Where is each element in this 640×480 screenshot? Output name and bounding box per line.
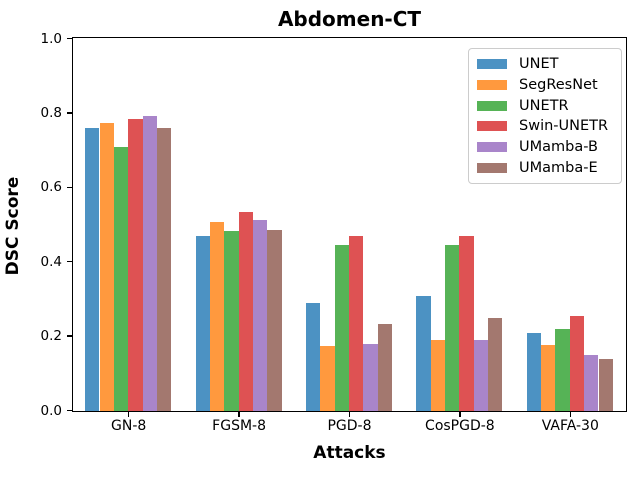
- bar-SegResNet-FGSM-8: [209, 222, 225, 411]
- bar-UNETR-CosPGD-8: [445, 245, 460, 411]
- bar-UMamba-B-GN-8: [142, 116, 157, 411]
- x-tick-label-CosPGD-8: CosPGD-8: [425, 418, 495, 434]
- bar-SegResNet-PGD-8: [320, 346, 335, 411]
- x-tick-mark: [238, 412, 240, 417]
- bar-UNET-CosPGD-8: [416, 296, 431, 411]
- y-axis-label: DSC Score: [3, 176, 23, 276]
- bar-SegResNet-GN-8: [99, 123, 114, 411]
- y-tick-mark: [67, 260, 72, 263]
- x-tick-label-PGD-8: PGD-8: [327, 418, 372, 434]
- legend-label: UNETR: [519, 97, 569, 114]
- x-tick-label-VAFA-30: VAFA-30: [541, 418, 599, 434]
- bar-UMamba-E-VAFA-30: [598, 358, 613, 411]
- legend-swatch-icon: [477, 121, 507, 132]
- y-tick-mark: [67, 112, 72, 114]
- bar-UNET-PGD-8: [305, 303, 321, 411]
- chart-title: Abdomen-CT: [277, 7, 422, 31]
- legend-swatch-icon: [477, 59, 507, 70]
- y-tick-mark: [67, 335, 72, 337]
- bar-Swin-UNETR-GN-8: [128, 118, 143, 411]
- legend-item-UMamba-E: UMamba-E: [477, 157, 613, 178]
- bar-UMamba-B-CosPGD-8: [473, 340, 489, 411]
- bar-UNETR-VAFA-30: [555, 328, 570, 411]
- x-tick-label-FGSM-8: FGSM-8: [212, 418, 266, 434]
- x-tick-mark: [127, 412, 130, 417]
- legend-swatch-icon: [477, 162, 507, 173]
- bar-Swin-UNETR-VAFA-30: [569, 316, 585, 411]
- bar-UMamba-B-PGD-8: [363, 343, 378, 411]
- legend-swatch-icon: [477, 80, 507, 90]
- x-tick-label-GN-8: GN-8: [111, 418, 147, 434]
- y-tick-label: 0.8: [40, 104, 62, 121]
- legend-label: UMamba-E: [519, 159, 598, 176]
- x-tick-mark: [569, 412, 572, 417]
- bar-SegResNet-VAFA-30: [541, 345, 556, 411]
- x-tick-mark: [348, 412, 351, 417]
- legend-swatch-icon: [477, 142, 507, 153]
- bar-UMamba-B-VAFA-30: [584, 355, 599, 411]
- y-tick-mark: [67, 409, 72, 412]
- legend-item-UNETR: UNETR: [477, 95, 613, 116]
- bar-UMamba-E-CosPGD-8: [488, 317, 503, 411]
- bar-UMamba-E-FGSM-8: [267, 230, 282, 411]
- bar-UNET-GN-8: [85, 128, 100, 411]
- legend-item-UMamba-B: UMamba-B: [477, 137, 613, 158]
- bar-UMamba-B-FGSM-8: [252, 219, 268, 411]
- bar-UNET-FGSM-8: [195, 236, 210, 411]
- bar-Swin-UNETR-PGD-8: [349, 236, 364, 411]
- x-axis-label: Attacks: [313, 443, 386, 463]
- legend: UNET SegResNet UNETR Swin-UNETR UMamba-B UMam…: [468, 48, 622, 184]
- legend-item-Swin-UNETR: Swin-UNETR: [477, 116, 613, 137]
- bar-UMamba-E-GN-8: [156, 128, 172, 411]
- y-tick-label: 0.0: [40, 402, 62, 419]
- legend-label: Swin-UNETR: [519, 118, 609, 135]
- legend-item-UNET: UNET: [477, 54, 613, 75]
- bar-UMamba-E-PGD-8: [377, 323, 393, 411]
- legend-swatch-icon: [477, 100, 507, 111]
- bar-UNET-VAFA-30: [526, 332, 542, 411]
- x-tick-mark: [459, 412, 461, 417]
- y-tick-label: 0.6: [40, 179, 62, 196]
- y-tick-mark: [67, 37, 72, 40]
- bar-Swin-UNETR-CosPGD-8: [459, 236, 474, 411]
- legend-label: UNET: [519, 56, 559, 73]
- bar-UNETR-FGSM-8: [224, 230, 239, 411]
- bar-Swin-UNETR-FGSM-8: [238, 212, 253, 411]
- y-tick-label: 0.4: [40, 253, 62, 270]
- legend-item-SegResNet: SegResNet: [477, 75, 613, 96]
- bar-SegResNet-CosPGD-8: [430, 340, 446, 411]
- legend-label: UMamba-B: [519, 139, 598, 156]
- bar-UNETR-GN-8: [113, 146, 129, 411]
- y-tick-label: 1.0: [40, 30, 62, 47]
- bar-UNETR-PGD-8: [334, 244, 349, 411]
- legend-label: SegResNet: [519, 77, 598, 93]
- y-tick-label: 0.2: [40, 328, 62, 345]
- y-tick-mark: [67, 186, 72, 189]
